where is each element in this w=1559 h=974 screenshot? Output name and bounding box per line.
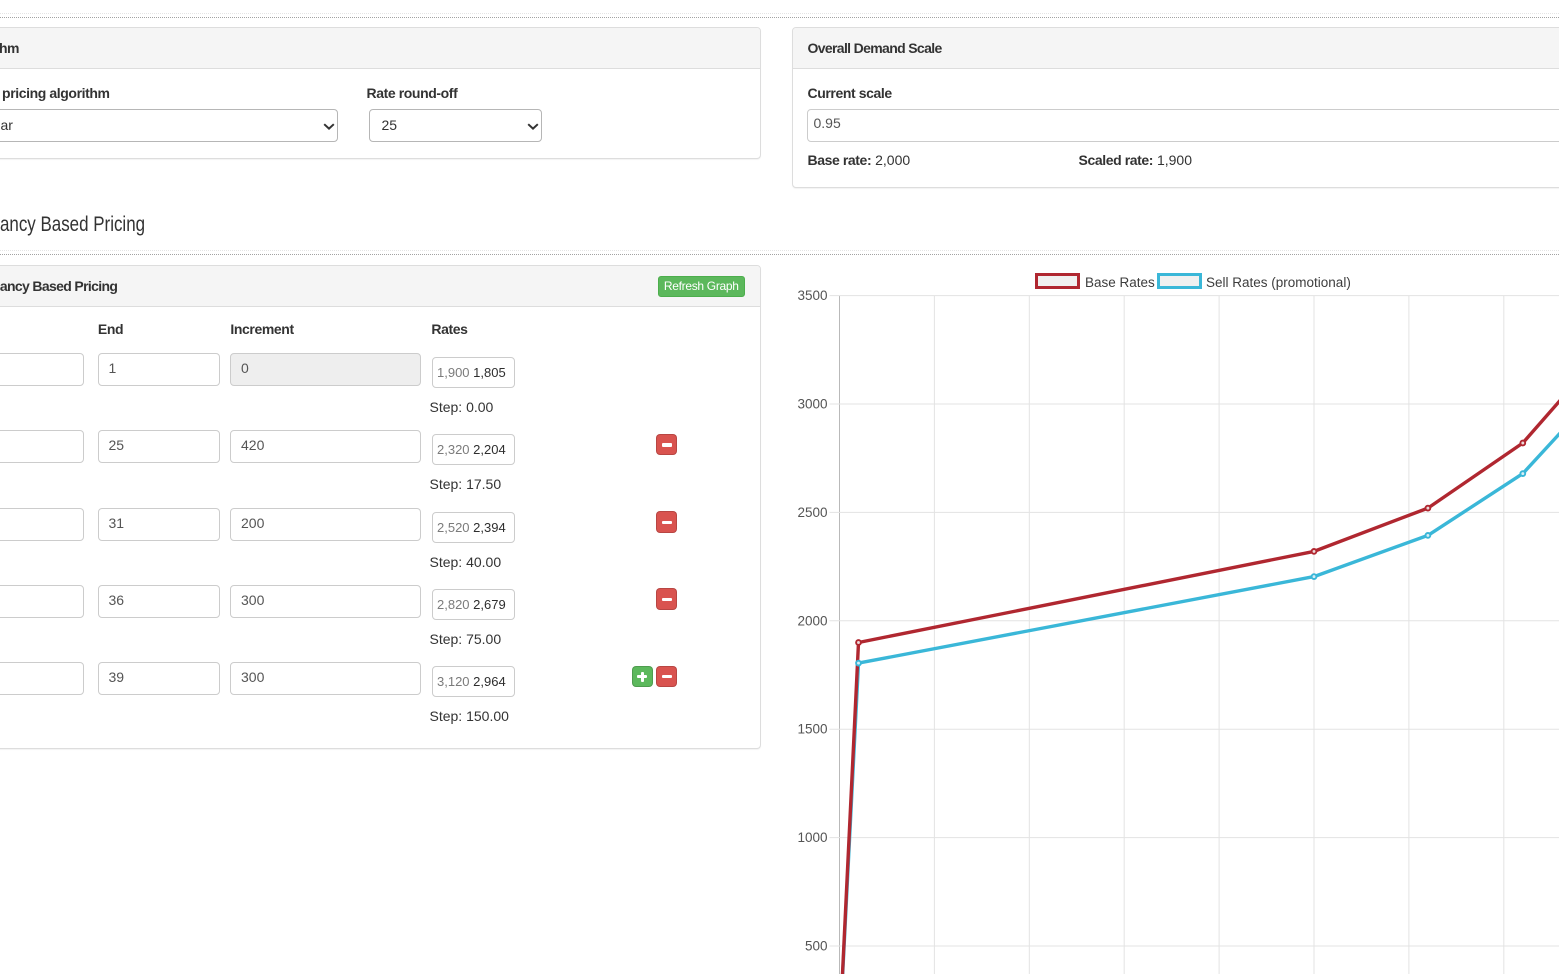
svg-text:3500: 3500 (797, 288, 827, 303)
svg-text:2500: 2500 (797, 505, 827, 520)
svg-text:1500: 1500 (797, 722, 827, 737)
svg-text:3000: 3000 (797, 397, 827, 412)
svg-text:1000: 1000 (797, 830, 827, 845)
svg-text:500: 500 (805, 939, 828, 954)
svg-text:Base Rates: Base Rates (1085, 275, 1155, 290)
svg-text:2000: 2000 (797, 613, 827, 628)
svg-text:Sell Rates (promotional): Sell Rates (promotional) (1206, 275, 1351, 290)
